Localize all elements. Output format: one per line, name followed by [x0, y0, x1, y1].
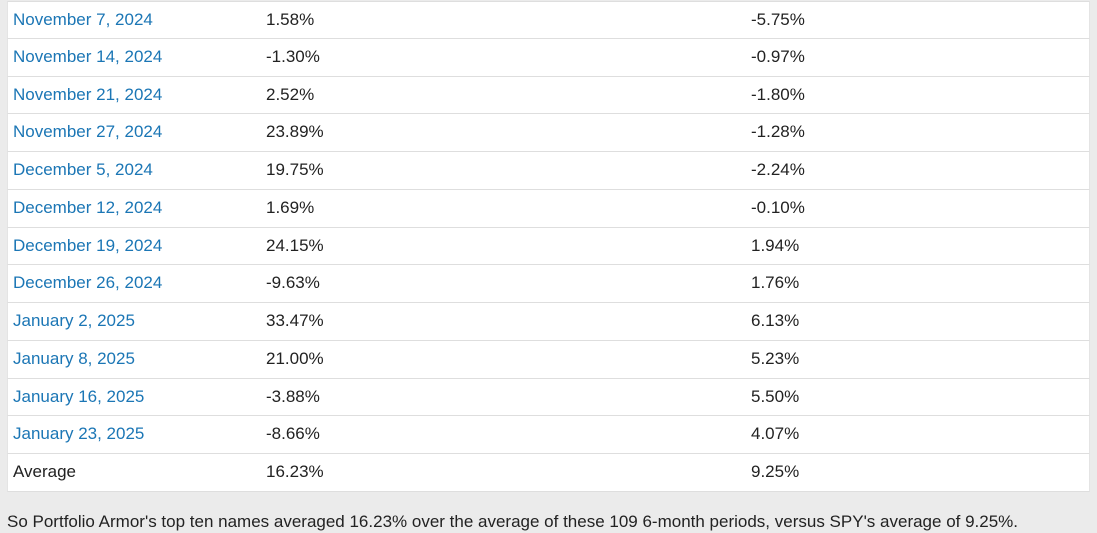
returns-table: November 7, 2024 1.58% -5.75% November 14, …: [7, 1, 1090, 492]
table-row: December 5, 2024 19.75% -2.24%: [7, 152, 1090, 190]
portfolio-return: -8.66%: [266, 424, 320, 444]
table-row: Average 16.23% 9.25%: [7, 454, 1090, 492]
portfolio-return: -1.30%: [266, 46, 320, 66]
spy-return: 1.76%: [751, 273, 800, 293]
date-link[interactable]: January 8, 2025: [13, 348, 135, 368]
date-link[interactable]: November 21, 2024: [13, 84, 163, 104]
date-link[interactable]: November 14, 2024: [13, 46, 163, 66]
portfolio-return: -9.63%: [266, 273, 320, 293]
spy-return: -1.80%: [751, 84, 805, 104]
row-label: Average: [13, 462, 77, 481]
spy-return: 6.13%: [751, 311, 800, 330]
portfolio-return: 2.52%: [266, 84, 315, 104]
date-link[interactable]: January 16, 2025: [13, 386, 145, 406]
spy-return: -0.10%: [751, 197, 805, 217]
table-row: November 27, 2024 23.89% -1.28%: [7, 114, 1090, 152]
portfolio-return: 33.47%: [266, 311, 324, 330]
portfolio-return: 16.23%: [266, 462, 324, 481]
spy-return: 5.23%: [751, 348, 800, 368]
spy-return: -0.97%: [751, 46, 805, 66]
date-link[interactable]: December 5, 2024: [13, 160, 153, 179]
portfolio-return: 1.69%: [266, 197, 315, 217]
table-row: December 26, 2024 -9.63% 1.76%: [7, 265, 1090, 303]
table-row: December 19, 2024 24.15% 1.94%: [7, 227, 1090, 266]
table-row: December 12, 2024 1.69% -0.10%: [7, 189, 1090, 228]
portfolio-return: 24.15%: [266, 235, 324, 255]
date-link[interactable]: November 27, 2024: [13, 122, 163, 142]
spy-return: 1.94%: [751, 235, 800, 255]
date-link[interactable]: January 23, 2025: [13, 424, 145, 444]
date-link[interactable]: December 12, 2024: [13, 197, 163, 217]
portfolio-return: 1.58%: [266, 10, 315, 29]
date-link[interactable]: January 2, 2025: [13, 311, 135, 330]
date-link[interactable]: November 7, 2024: [13, 10, 153, 29]
table-row: January 16, 2025 -3.88% 5.50%: [7, 378, 1090, 417]
portfolio-return: 19.75%: [266, 160, 324, 179]
table-row: November 7, 2024 1.58% -5.75%: [7, 1, 1090, 39]
date-link[interactable]: December 26, 2024: [13, 273, 163, 293]
spy-return: 5.50%: [751, 386, 800, 406]
spy-return: -5.75%: [751, 10, 805, 29]
date-link[interactable]: December 19, 2024: [13, 235, 163, 255]
spy-return: -1.28%: [751, 122, 805, 142]
summary-text: So Portfolio Armor's top ten names avera…: [7, 512, 1019, 531]
table-row: November 14, 2024 -1.30% -0.97%: [7, 38, 1090, 77]
spy-return: -2.24%: [751, 160, 805, 179]
portfolio-return: -3.88%: [266, 386, 320, 406]
spy-return: 9.25%: [751, 462, 800, 481]
portfolio-return: 23.89%: [266, 122, 324, 142]
table-row: January 23, 2025 -8.66% 4.07%: [7, 416, 1090, 454]
spy-return: 4.07%: [751, 424, 800, 444]
portfolio-return: 21.00%: [266, 348, 324, 368]
table-row: January 2, 2025 33.47% 6.13%: [7, 303, 1090, 341]
table-row: January 8, 2025 21.00% 5.23%: [7, 340, 1090, 379]
table-row: November 21, 2024 2.52% -1.80%: [7, 76, 1090, 115]
